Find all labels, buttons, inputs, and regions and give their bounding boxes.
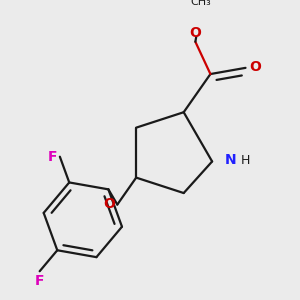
- Text: O: O: [189, 26, 201, 40]
- Text: H: H: [240, 154, 250, 167]
- Text: O: O: [249, 60, 261, 74]
- Text: N: N: [224, 153, 236, 167]
- Text: O: O: [103, 197, 115, 211]
- Text: CH₃: CH₃: [191, 0, 212, 7]
- Text: F: F: [48, 150, 58, 164]
- Text: F: F: [35, 274, 44, 288]
